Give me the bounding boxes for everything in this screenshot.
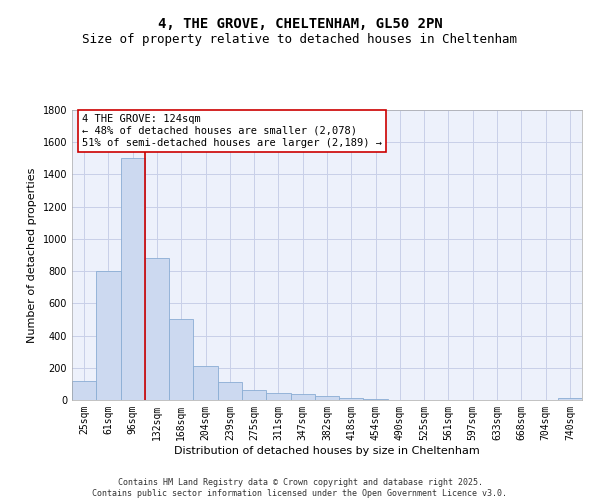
Bar xyxy=(218,382,242,400)
Bar xyxy=(242,390,266,400)
Bar xyxy=(339,398,364,400)
Bar xyxy=(290,394,315,400)
Bar xyxy=(145,258,169,400)
Bar xyxy=(193,366,218,400)
Bar xyxy=(266,393,290,400)
X-axis label: Distribution of detached houses by size in Cheltenham: Distribution of detached houses by size … xyxy=(174,446,480,456)
Bar xyxy=(315,396,339,400)
Bar xyxy=(364,399,388,400)
Bar xyxy=(121,158,145,400)
Text: 4, THE GROVE, CHELTENHAM, GL50 2PN: 4, THE GROVE, CHELTENHAM, GL50 2PN xyxy=(158,18,442,32)
Bar xyxy=(169,320,193,400)
Bar xyxy=(96,271,121,400)
Text: Size of property relative to detached houses in Cheltenham: Size of property relative to detached ho… xyxy=(83,32,517,46)
Text: 4 THE GROVE: 124sqm
← 48% of detached houses are smaller (2,078)
51% of semi-det: 4 THE GROVE: 124sqm ← 48% of detached ho… xyxy=(82,114,382,148)
Bar xyxy=(72,380,96,400)
Y-axis label: Number of detached properties: Number of detached properties xyxy=(27,168,37,342)
Text: Contains HM Land Registry data © Crown copyright and database right 2025.
Contai: Contains HM Land Registry data © Crown c… xyxy=(92,478,508,498)
Bar xyxy=(558,398,582,400)
